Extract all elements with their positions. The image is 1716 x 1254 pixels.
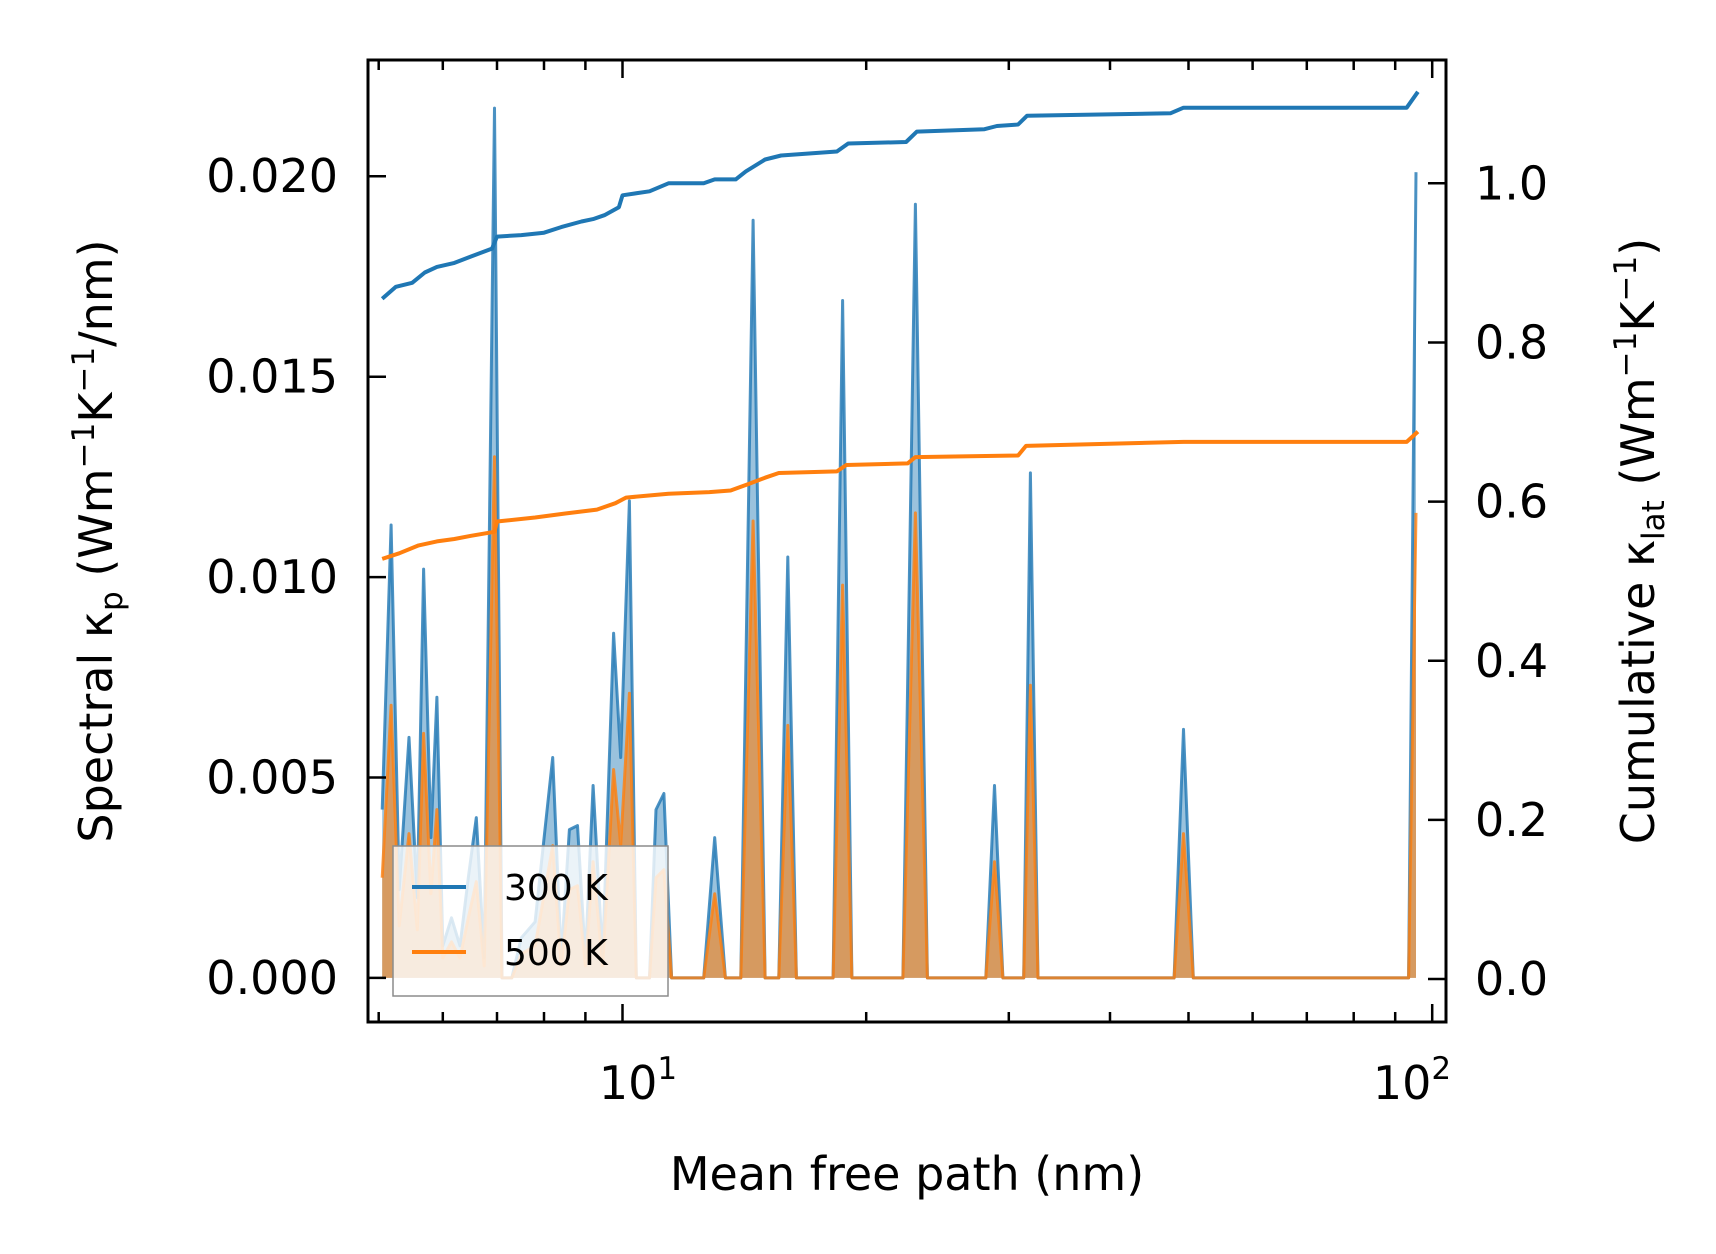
x-tick-label-100: 102 (1373, 1051, 1451, 1110)
legend: 300 K 500 K (392, 845, 669, 997)
y-left-tick-label: 0.015 (206, 350, 338, 404)
y-right-tick-label: 0.6 (1475, 475, 1548, 529)
y-right-tick-label: 0.8 (1475, 316, 1548, 370)
y-left-tick-label: 0.020 (206, 149, 338, 203)
legend-label-300k: 300 K (504, 868, 609, 909)
cumulative-layer (380, 90, 1420, 561)
y-left-tick-label: 0.005 (206, 751, 338, 805)
plot-frame (366, 58, 1448, 1024)
x-tick-label-10: 101 (599, 1051, 677, 1110)
y-left-tick-label: 0.000 (206, 951, 338, 1005)
legend-label-500k: 500 K (504, 933, 609, 974)
y-right-tick-label: 0.4 (1475, 634, 1548, 688)
y-axis-left-label: Spectral κp (Wm−1K−1/nm) (66, 239, 130, 842)
legend-box (392, 845, 669, 997)
tick-layer: 0.000 0.005 0.010 0.015 0.020 0.0 0.2 0.4 0.6 0.8… (206, 60, 1548, 1022)
y-right-tick-label: 1.0 (1475, 156, 1548, 210)
x-axis-label: Mean free path (nm) (670, 1147, 1144, 1201)
y-right-tick-label: 0.2 (1475, 793, 1548, 847)
y-right-tick-label: 0.0 (1475, 952, 1548, 1006)
y-axis-right-label: Cumulative κlat (Wm−1K−1) (1608, 238, 1672, 844)
y-left-tick-label: 0.010 (206, 550, 338, 604)
cumulative-line-300k (380, 90, 1420, 301)
cumulative-line-500k (381, 430, 1420, 561)
